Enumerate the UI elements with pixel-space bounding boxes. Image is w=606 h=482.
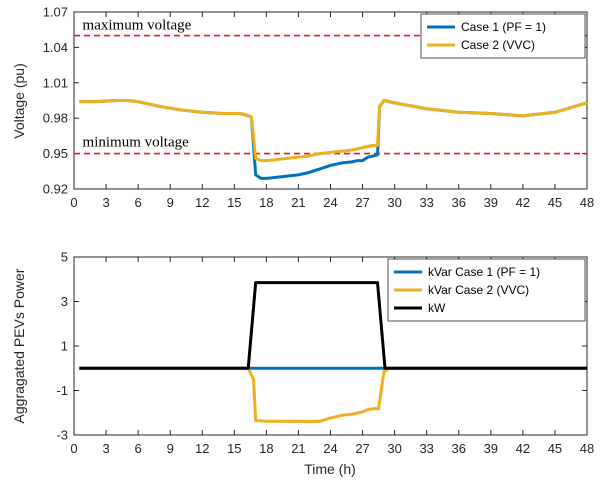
x-tick-label: 27 bbox=[355, 195, 369, 210]
y-tick-label: -3 bbox=[56, 428, 68, 443]
x-tick-label: 12 bbox=[195, 195, 209, 210]
x-tick-label: 15 bbox=[227, 441, 241, 456]
kvar-case2-line bbox=[79, 366, 587, 424]
x-tick-label: 39 bbox=[484, 441, 498, 456]
x-tick-label: 21 bbox=[291, 441, 305, 456]
x-tick-label: 36 bbox=[452, 195, 466, 210]
voltage-series bbox=[79, 99, 588, 180]
power-series bbox=[79, 281, 587, 424]
power-y-axis-label: Aggragated PEVs Power bbox=[11, 268, 27, 423]
maximum-voltage-annotation: maximum voltage bbox=[83, 18, 192, 34]
voltage-legend-box bbox=[420, 13, 586, 59]
power-x-ticks: 0 3 6 9 12 15 18 21 24 27 30 33 36 39 42 45 48 bbox=[70, 257, 594, 456]
x-tick-label: 24 bbox=[323, 441, 337, 456]
y-tick-label: 0.92 bbox=[43, 182, 68, 197]
x-tick-label: 42 bbox=[516, 441, 530, 456]
x-tick-label: 27 bbox=[355, 441, 369, 456]
x-tick-label: 21 bbox=[291, 195, 305, 210]
voltage-limit-lines bbox=[74, 34, 587, 155]
voltage-y-ticks: 0.92 0.95 0.98 1.01 1.04 1.07 bbox=[43, 5, 587, 197]
y-tick-label: 0.98 bbox=[43, 111, 68, 126]
x-tick-label: 36 bbox=[452, 441, 466, 456]
y-tick-label: 0.95 bbox=[43, 146, 68, 161]
x-tick-label: 18 bbox=[259, 195, 273, 210]
case2-voltage-line bbox=[79, 99, 588, 163]
legend-label-kvar-case2: kVar Case 2 (VVC) bbox=[428, 283, 529, 297]
y-tick-label: -1 bbox=[56, 383, 68, 398]
x-tick-label: 3 bbox=[102, 195, 109, 210]
voltage-legend: Case 1 (PF = 1) Case 2 (VVC) bbox=[420, 13, 586, 59]
y-tick-label: 1 bbox=[61, 339, 68, 354]
x-tick-label: 45 bbox=[548, 195, 562, 210]
y-tick-label: 5 bbox=[61, 250, 68, 265]
legend-label-kvar-case1: kVar Case 1 (PF = 1) bbox=[428, 265, 540, 279]
legend-label-kw: kW bbox=[428, 301, 446, 315]
legend-label-case2: Case 2 (VVC) bbox=[461, 38, 535, 52]
x-tick-label: 12 bbox=[195, 441, 209, 456]
x-tick-label: 24 bbox=[323, 195, 337, 210]
x-tick-label: 30 bbox=[387, 195, 401, 210]
x-tick-label: 42 bbox=[516, 195, 530, 210]
power-y-ticks: -3 -1 1 3 5 bbox=[56, 250, 587, 443]
legend-label-case1: Case 1 (PF = 1) bbox=[461, 20, 546, 34]
x-tick-label: 3 bbox=[102, 441, 109, 456]
x-tick-label: 9 bbox=[167, 195, 174, 210]
x-tick-label: 33 bbox=[419, 441, 433, 456]
power-x-axis-label: Time (h) bbox=[304, 461, 356, 477]
y-tick-label: 1.01 bbox=[43, 75, 68, 90]
x-tick-label: 33 bbox=[419, 195, 433, 210]
x-tick-label: 0 bbox=[70, 195, 77, 210]
x-tick-label: 45 bbox=[548, 441, 562, 456]
minimum-voltage-annotation: minimum voltage bbox=[83, 135, 190, 151]
x-tick-label: 0 bbox=[70, 441, 77, 456]
x-tick-label: 48 bbox=[580, 441, 594, 456]
x-tick-label: 39 bbox=[484, 195, 498, 210]
voltage-annotations: maximum voltage minimum voltage bbox=[83, 18, 192, 151]
x-tick-label: 15 bbox=[227, 195, 241, 210]
voltage-y-axis-label: Voltage (pu) bbox=[11, 63, 27, 139]
voltage-x-ticks: 0 3 6 9 12 15 18 21 24 27 30 33 36 39 42 45 48 bbox=[70, 12, 594, 210]
x-tick-label: 9 bbox=[167, 441, 174, 456]
y-tick-label: 1.04 bbox=[43, 40, 68, 55]
y-tick-label: 1.07 bbox=[43, 5, 68, 20]
x-tick-label: 18 bbox=[259, 441, 273, 456]
kw-line bbox=[79, 281, 587, 370]
voltage-chart: 0 3 6 9 12 15 18 21 24 27 30 33 36 39 42 45 48 0.920.950… bbox=[11, 5, 594, 211]
x-tick-label: 30 bbox=[387, 441, 401, 456]
x-tick-label: 6 bbox=[135, 441, 142, 456]
x-tick-label: 6 bbox=[135, 195, 142, 210]
y-tick-label: 3 bbox=[61, 294, 68, 309]
x-tick-label: 48 bbox=[580, 195, 594, 210]
power-legend: kVar Case 1 (PF = 1) kVar Case 2 (VVC) k… bbox=[387, 258, 586, 322]
